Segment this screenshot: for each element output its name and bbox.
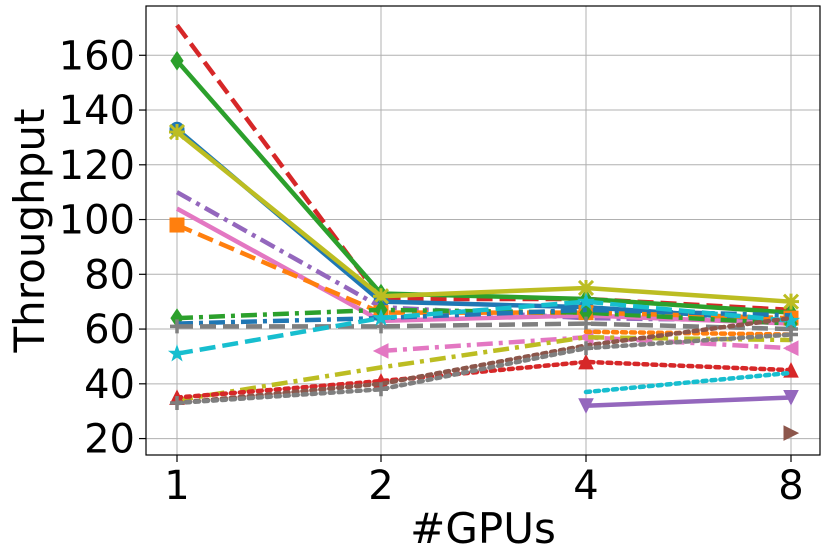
y-tick-label: 40 (84, 362, 135, 408)
data-point (168, 123, 186, 140)
y-tick-label: 100 (59, 198, 135, 244)
series-line (176, 307, 792, 326)
data-point (169, 217, 185, 233)
series-line (176, 222, 792, 321)
data-point (782, 293, 800, 310)
series-line (175, 206, 792, 326)
data-point (374, 382, 388, 397)
series-line (175, 130, 792, 304)
data-point (783, 425, 800, 441)
y-axis-label: Throughput (5, 109, 54, 354)
data-point (783, 390, 799, 406)
ticks: 1 2 4 8 20 40 60 80 100 120 140 160 (59, 33, 804, 509)
data-point (170, 319, 184, 334)
series-line (175, 190, 792, 324)
series-line (583, 370, 794, 395)
data-point (167, 344, 187, 362)
x-axis-label: #GPUs (410, 504, 556, 553)
data-point (578, 398, 594, 414)
plot-frame (145, 5, 821, 456)
series-18 (583, 370, 794, 395)
series-4 (168, 123, 800, 310)
y-tick-label: 160 (59, 33, 135, 79)
x-tick-label: 4 (573, 463, 598, 509)
series-20 (783, 425, 800, 441)
grid (146, 6, 820, 455)
y-tick-label: 140 (59, 88, 135, 134)
y-tick-label: 80 (84, 252, 135, 298)
data-point (782, 340, 799, 357)
x-tick-label: 8 (778, 463, 803, 509)
y-tick-label: 20 (84, 417, 135, 463)
series-line (177, 321, 792, 332)
data-point (170, 395, 184, 410)
series-2 (170, 50, 798, 323)
data-point (576, 292, 596, 310)
data-point (784, 327, 798, 342)
data-point (579, 341, 593, 356)
data-point (372, 343, 389, 359)
y-tick-label: 120 (59, 143, 135, 189)
x-tick-label: 1 (164, 463, 189, 509)
y-tick-label: 60 (84, 307, 135, 353)
data-point (579, 316, 593, 331)
series-line (175, 59, 792, 315)
series-13 (176, 335, 792, 403)
data-point (371, 308, 391, 326)
data-point (170, 50, 184, 71)
series-5 (175, 190, 792, 324)
series-line (176, 307, 792, 326)
series-11 (167, 292, 801, 362)
series-17 (170, 327, 798, 410)
series-19 (578, 390, 799, 414)
series-9 (176, 307, 792, 326)
series-line (176, 335, 792, 403)
series-line (174, 332, 794, 406)
data-point (577, 279, 595, 297)
x-tick-label: 2 (368, 463, 393, 509)
series-6 (175, 206, 792, 326)
series-line (176, 299, 792, 356)
data-point (578, 353, 594, 370)
series-group (167, 23, 801, 441)
series-line (585, 395, 792, 408)
series-16 (174, 315, 794, 406)
series-line (174, 315, 794, 406)
series-line (174, 359, 794, 400)
data-point (372, 288, 390, 305)
